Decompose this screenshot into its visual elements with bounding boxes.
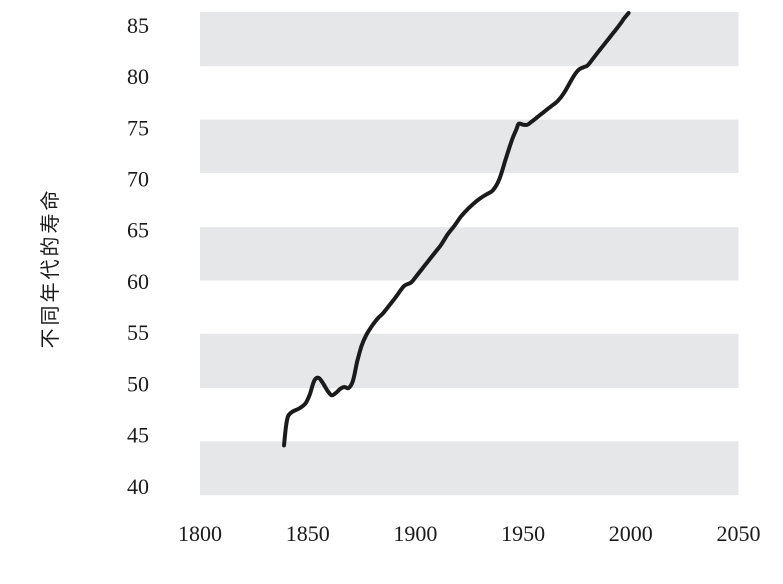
x-tick-label-2050: 2050 bbox=[717, 521, 761, 546]
grid-band bbox=[200, 227, 739, 281]
y-tick-label-85: 85 bbox=[127, 13, 149, 38]
life-expectancy-line bbox=[282, 11, 631, 448]
x-axis-tick-labels: 1800 1850 1900 1950 2000 2050 bbox=[178, 521, 761, 546]
gridline-bands bbox=[200, 12, 739, 496]
y-axis-title: 不同年代的寿命 bbox=[39, 188, 62, 349]
y-tick-label-60: 60 bbox=[127, 269, 149, 294]
y-tick-label-40: 40 bbox=[127, 474, 149, 499]
y-tick-label-75: 75 bbox=[127, 115, 149, 140]
x-tick-label-1850: 1850 bbox=[286, 521, 330, 546]
series-lines bbox=[282, 11, 631, 448]
y-tick-label-55: 55 bbox=[127, 320, 149, 345]
grid-band bbox=[200, 441, 739, 496]
x-tick-label-1900: 1900 bbox=[393, 521, 437, 546]
y-axis-tick-labels: 40 45 50 55 60 65 70 75 80 85 bbox=[127, 13, 149, 499]
grid-band bbox=[200, 12, 739, 67]
x-tick-label-1800: 1800 bbox=[178, 521, 222, 546]
y-tick-label-65: 65 bbox=[127, 218, 149, 243]
y-tick-label-70: 70 bbox=[127, 167, 149, 192]
x-tick-label-1950: 1950 bbox=[501, 521, 545, 546]
y-tick-label-45: 45 bbox=[127, 423, 149, 448]
x-tick-label-2000: 2000 bbox=[609, 521, 653, 546]
grid-band bbox=[200, 119, 739, 173]
grid-band bbox=[200, 333, 739, 388]
y-tick-label-50: 50 bbox=[127, 371, 149, 396]
y-tick-label-80: 80 bbox=[127, 64, 149, 89]
